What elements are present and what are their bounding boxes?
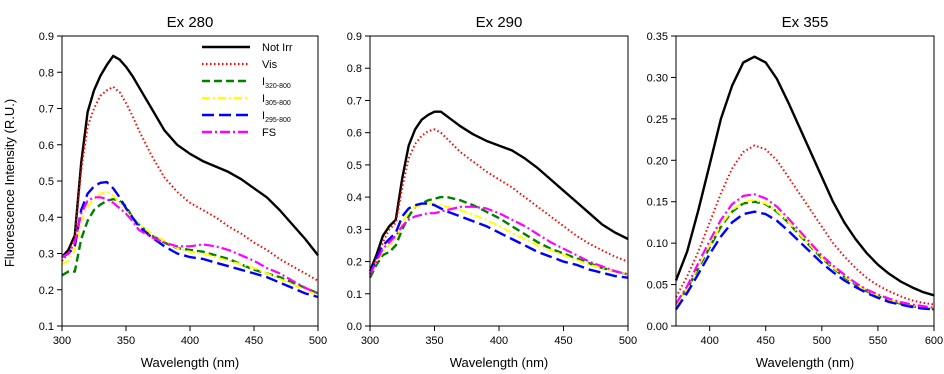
legend-entry-3: I320-800 [262, 76, 291, 90]
plot-frame [369, 35, 629, 327]
x-tick-label: 500 [813, 335, 831, 347]
series-line-4 [675, 199, 935, 310]
x-tick-label: 400 [490, 335, 508, 347]
y-tick-label: 0.10 [647, 238, 668, 250]
series-line-2 [675, 144, 935, 306]
y-tick-label: 0.8 [39, 67, 54, 79]
y-tick-label: 0.7 [39, 104, 54, 116]
y-tick-label: 0.00 [647, 321, 668, 333]
chart-title: Ex 280 [167, 14, 214, 31]
series-line-6 [369, 205, 629, 276]
x-tick-label: 450 [554, 335, 572, 347]
y-tick-label: 0.25 [647, 114, 668, 126]
plot-frame [61, 35, 319, 327]
x-tick-label: 500 [619, 335, 637, 347]
legend-entry-2: Vis [262, 59, 278, 71]
y-tick-label: 0.5 [39, 176, 54, 188]
y-tick-label: 0.4 [39, 212, 54, 224]
y-tick-label: 0.6 [39, 140, 54, 152]
y-tick-label: 0.9 [347, 31, 362, 43]
y-tick-label: 0.2 [39, 285, 54, 297]
chart-panel-3: 400 450 500 550 600 0.00 0.05 0.10 0.15 0.20 0.25 0… [647, 14, 944, 370]
chart-panel-2: 300 350 400 450 500 0.0 0.1 0.2 0.3 0.4 0.5 0.6 0.7 0… [347, 14, 637, 370]
x-tick-label: 500 [309, 335, 327, 347]
y-tick-label: 0.7 [347, 95, 362, 107]
y-tick-label: 0.35 [647, 31, 668, 43]
y-tick-label: 0.20 [647, 155, 668, 167]
x-tick-label: 600 [925, 335, 943, 347]
x-tick-label: 300 [53, 335, 71, 347]
series-line-5 [61, 180, 319, 299]
chart-title: Ex 290 [476, 14, 523, 31]
x-tick-label: 400 [700, 335, 718, 347]
y-tick-label: 0.5 [347, 160, 362, 172]
legend-subscript: 320-800 [265, 83, 291, 90]
legend-entry-1: Not Irr [262, 42, 293, 54]
legend-entry-4: I305-800 [262, 93, 291, 107]
series-line-3 [368, 195, 629, 279]
y-axis-title: Fluorescence Intensity (R.U.) [2, 99, 17, 267]
x-axis-title: Wavelength (nm) [756, 355, 855, 370]
y-tick-label: 0.1 [39, 321, 54, 333]
y-tick-label: 0.9 [39, 31, 54, 43]
x-tick-label: 350 [425, 335, 443, 347]
chart-panel-1: 300 350 400 450 500 0.1 0.2 0.3 0.4 0.5 0.6 0.7 0.8 0… [39, 14, 327, 370]
chart-title: Ex 355 [782, 14, 829, 31]
y-tick-label: 0.4 [347, 192, 362, 204]
series-line-2 [61, 85, 319, 282]
x-axis-title: Wavelength (nm) [141, 355, 240, 370]
y-tick-label: 0.05 [647, 280, 668, 292]
series-line-5 [368, 202, 629, 279]
series-line-6 [675, 193, 935, 309]
series-line-2 [369, 128, 629, 275]
y-tick-label: 0.15 [647, 197, 668, 209]
series-line-1 [368, 110, 629, 272]
series-line-4 [61, 190, 319, 297]
y-tick-label: 0.6 [347, 128, 362, 140]
x-tick-label: 300 [361, 335, 379, 347]
series-line-1 [61, 54, 319, 258]
y-tick-label: 0.3 [347, 224, 362, 236]
legend: Not Irr Vis I320-800 I305-800 I295-800 FS [202, 42, 293, 139]
x-tick-label: 550 [869, 335, 887, 347]
x-axis-title: Wavelength (nm) [450, 355, 549, 370]
y-tick-label: 0.3 [39, 249, 54, 261]
y-tick-label: 0.0 [347, 321, 362, 333]
x-tick-label: 450 [245, 335, 263, 347]
x-tick-label: 350 [117, 335, 135, 347]
series-line-6 [61, 196, 319, 295]
y-tick-label: 0.30 [647, 72, 668, 84]
y-tick-label: 0.8 [347, 63, 362, 75]
series-line-5 [675, 210, 935, 311]
x-tick-label: 400 [181, 335, 199, 347]
plot-frame [675, 35, 935, 327]
legend-entry-6: FS [262, 127, 276, 139]
y-tick-label: 0.2 [347, 257, 362, 269]
y-tick-label: 0.1 [347, 289, 362, 301]
x-tick-label: 450 [757, 335, 775, 347]
legend-subscript: 295-800 [265, 117, 291, 124]
series-line-1 [674, 55, 935, 297]
series-line-3 [675, 200, 935, 311]
legend-subscript: 305-800 [265, 100, 291, 107]
legend-entry-5: I295-800 [262, 110, 291, 124]
